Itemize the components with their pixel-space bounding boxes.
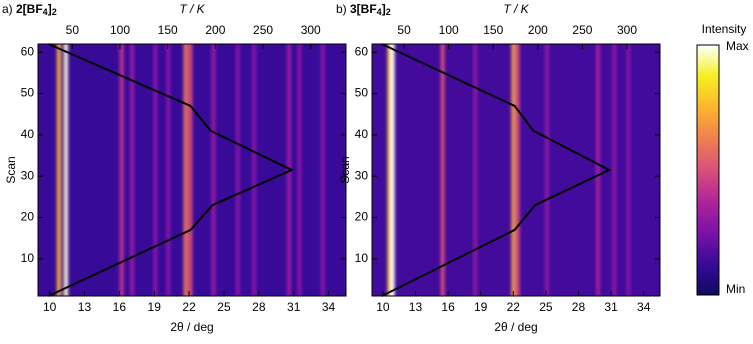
peak-stripe bbox=[515, 44, 520, 296]
y-tick-label: 40 bbox=[355, 127, 369, 141]
plot-frame bbox=[371, 43, 661, 297]
title-part: 3[BF bbox=[350, 2, 377, 16]
peak-stripe bbox=[390, 44, 395, 296]
peak-stripe bbox=[320, 44, 325, 296]
peak-stripe bbox=[297, 44, 302, 296]
y-tick-label: 20 bbox=[21, 210, 35, 224]
peaks bbox=[387, 44, 631, 296]
x-tick-label: 22 bbox=[182, 300, 196, 314]
x-tick-label: 31 bbox=[604, 300, 618, 314]
x2-tick-label: 150 bbox=[483, 23, 503, 37]
colorbar-title: Intensity bbox=[702, 22, 747, 36]
x-tick-label: 25 bbox=[539, 300, 553, 314]
y-tick-label: 50 bbox=[21, 86, 35, 100]
peak-stripe bbox=[166, 44, 171, 296]
y-tick-label: 30 bbox=[21, 168, 35, 182]
x2-tick-label: 100 bbox=[439, 23, 459, 37]
x-axis-label: 2θ / deg bbox=[170, 320, 213, 334]
y-tick-label: 60 bbox=[21, 44, 35, 58]
peak-stripe bbox=[211, 44, 216, 296]
panel-title: 3[BF4]2 bbox=[350, 2, 391, 17]
peak-stripe bbox=[626, 44, 631, 296]
y-tick-label: 30 bbox=[355, 168, 369, 182]
colorbar-min: Min bbox=[726, 282, 745, 296]
peak-stripe bbox=[287, 44, 292, 296]
x-tick-label: 28 bbox=[252, 300, 266, 314]
peak-stripe bbox=[119, 44, 124, 296]
peak-stripe bbox=[63, 44, 68, 296]
y-tick-label: 10 bbox=[355, 251, 369, 265]
x-tick-label: 31 bbox=[287, 300, 301, 314]
x-tick-label: 22 bbox=[507, 300, 521, 314]
title-part: ] bbox=[382, 2, 386, 16]
title-part: 4 bbox=[43, 7, 48, 17]
peak-stripe bbox=[183, 44, 188, 296]
title-part: 2[BF bbox=[16, 2, 43, 16]
title-part: 2 bbox=[52, 7, 57, 17]
colorbar bbox=[696, 44, 720, 296]
x-tick-label: 10 bbox=[376, 300, 390, 314]
x2-tick-label: 250 bbox=[253, 23, 273, 37]
y-tick-label: 40 bbox=[21, 127, 35, 141]
peak-stripe bbox=[130, 44, 135, 296]
title-part: ] bbox=[48, 2, 52, 16]
x2-tick-label: 150 bbox=[158, 23, 178, 37]
x-tick-label: 34 bbox=[637, 300, 651, 314]
title-part: 2 bbox=[386, 7, 391, 17]
x-tick-label: 28 bbox=[572, 300, 586, 314]
peak-stripe bbox=[252, 44, 257, 296]
x-tick-label: 10 bbox=[43, 300, 57, 314]
peak-stripe bbox=[545, 44, 549, 296]
peak-stripe bbox=[235, 44, 240, 296]
peaks bbox=[56, 44, 325, 296]
peak-stripe bbox=[596, 44, 600, 296]
peak-stripe bbox=[511, 44, 516, 296]
x-tick-label: 34 bbox=[322, 300, 336, 314]
x2-tick-label: 300 bbox=[301, 23, 321, 37]
y-tick-label: 60 bbox=[355, 44, 369, 58]
peak-stripe bbox=[387, 44, 392, 296]
peak-stripe bbox=[473, 44, 478, 296]
x-axis-label: 2θ / deg bbox=[494, 320, 537, 334]
x-tick-label: 13 bbox=[78, 300, 92, 314]
temperature-line bbox=[48, 43, 295, 297]
peak-stripe bbox=[612, 44, 617, 296]
x2-tick-label: 250 bbox=[572, 23, 592, 37]
y-axis-label: Scan bbox=[4, 156, 18, 183]
y-tick-label: 20 bbox=[355, 210, 369, 224]
title-part: 4 bbox=[377, 7, 382, 17]
panel-title: 2[BF4]2 bbox=[16, 2, 57, 17]
x-tick-label: 13 bbox=[409, 300, 423, 314]
peak-stripe bbox=[153, 44, 158, 296]
y-axis-label: Scan bbox=[338, 156, 352, 183]
x-tick-label: 16 bbox=[441, 300, 455, 314]
x2-axis-label: T / K bbox=[503, 2, 529, 16]
x-tick-label: 25 bbox=[217, 300, 231, 314]
x2-tick-label: 300 bbox=[617, 23, 637, 37]
plot-frame bbox=[37, 43, 347, 297]
x2-axis-label: T / K bbox=[179, 2, 205, 16]
y-tick-label: 50 bbox=[355, 86, 369, 100]
temperature-line bbox=[381, 43, 612, 297]
x2-tick-label: 50 bbox=[397, 23, 411, 37]
x2-tick-label: 200 bbox=[528, 23, 548, 37]
panel-label: b) bbox=[336, 2, 347, 16]
peak-stripe bbox=[56, 44, 61, 296]
x-tick-label: 16 bbox=[113, 300, 127, 314]
x2-tick-label: 50 bbox=[66, 23, 80, 37]
peak-stripe bbox=[440, 44, 445, 296]
x2-tick-label: 200 bbox=[205, 23, 225, 37]
x-tick-label: 19 bbox=[474, 300, 488, 314]
panel-label: a) bbox=[2, 2, 13, 16]
x2-tick-label: 100 bbox=[110, 23, 130, 37]
colorbar-max: Max bbox=[726, 39, 749, 53]
x-tick-label: 19 bbox=[148, 300, 162, 314]
y-tick-label: 10 bbox=[21, 251, 35, 265]
peak-stripe bbox=[188, 44, 193, 296]
